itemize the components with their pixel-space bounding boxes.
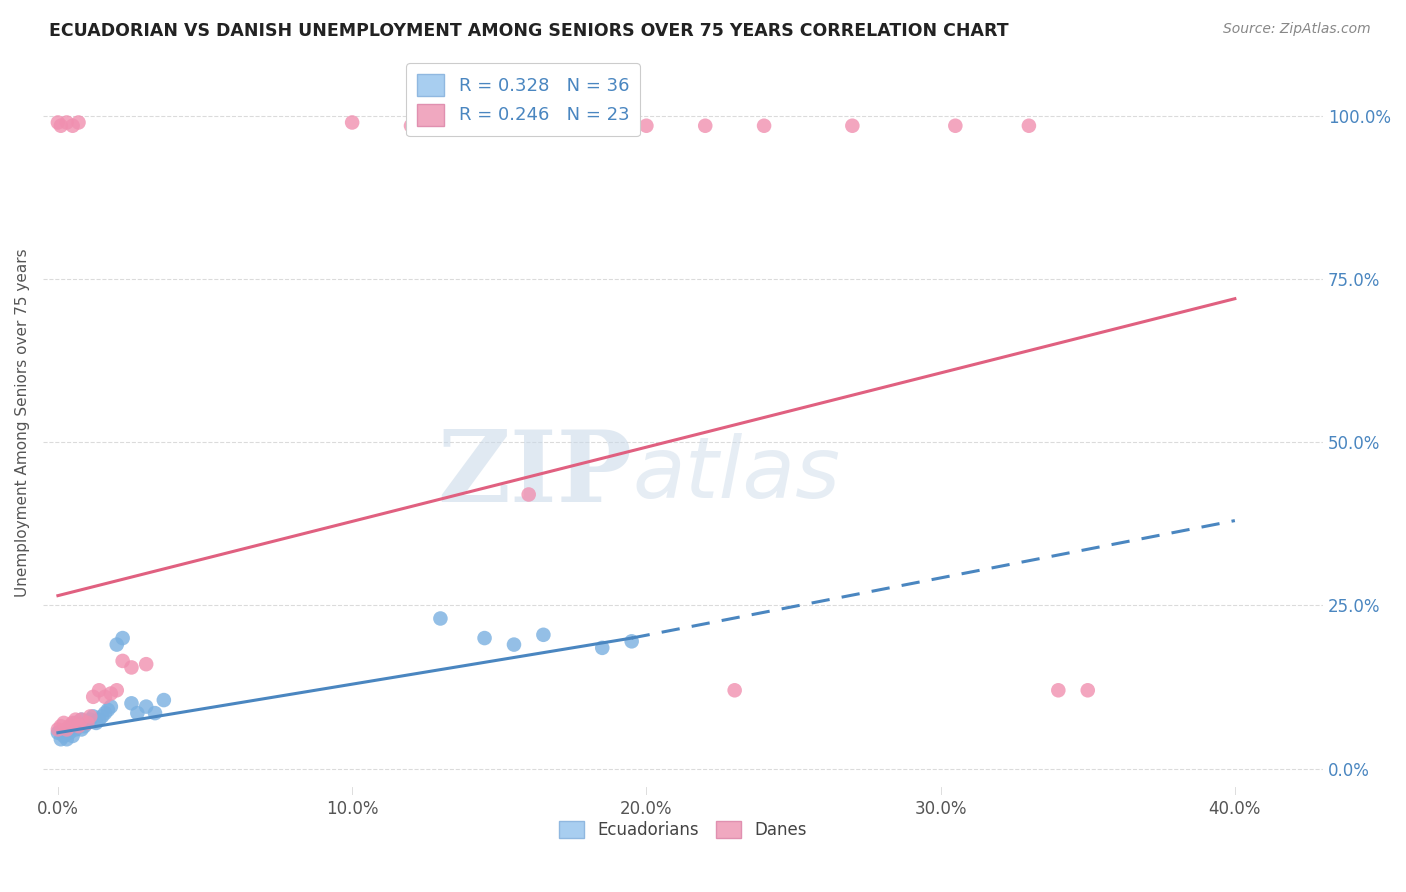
Point [503,638,526,652]
Point [59,719,82,733]
Point [82,690,104,704]
Point [97,703,120,717]
Y-axis label: Unemployment Among Seniors over 75 years: Unemployment Among Seniors over 75 years [15,248,30,597]
Point [127,706,149,720]
Point [121,696,143,710]
Point [143,706,166,720]
Point [49,719,72,733]
Point [1047,683,1070,698]
Point [752,119,775,133]
Point [49,119,72,133]
Point [55,732,77,747]
Point [70,713,93,727]
Point [59,725,82,739]
Point [105,683,128,698]
Point [62,119,84,133]
Point [841,119,863,133]
Point [94,690,117,704]
Point [94,706,117,720]
Point [67,719,90,733]
Point [591,640,613,655]
Point [121,660,143,674]
Point [84,715,107,730]
Point [79,713,101,727]
Point [100,687,122,701]
Point [943,119,966,133]
Point [105,638,128,652]
Point [76,715,98,730]
Point [70,723,93,737]
Point [62,715,84,730]
Point [91,709,114,723]
Point [62,729,84,743]
Point [399,119,422,133]
Point [79,709,101,723]
Point [73,719,96,733]
Point [65,715,87,730]
Point [153,693,176,707]
Text: atlas: atlas [631,434,839,516]
Point [55,115,77,129]
Point [340,115,363,129]
Point [46,725,69,739]
Point [100,699,122,714]
Point [458,119,481,133]
Point [87,683,110,698]
Legend: Ecuadorians, Danes: Ecuadorians, Danes [553,814,814,846]
Point [55,723,77,737]
Point [65,713,87,727]
Point [67,115,90,129]
Point [1018,119,1040,133]
Point [59,723,82,737]
Text: ZIP: ZIP [437,426,631,524]
Point [87,713,110,727]
Point [52,729,75,743]
Text: Source: ZipAtlas.com: Source: ZipAtlas.com [1223,22,1371,37]
Point [76,715,98,730]
Point [531,628,554,642]
Point [46,115,69,129]
Point [517,487,540,501]
Point [70,713,93,727]
Point [1077,683,1099,698]
Point [65,723,87,737]
Point [724,683,747,698]
Point [135,657,157,672]
Point [67,719,90,733]
Point [82,709,104,723]
Point [49,732,72,747]
Point [620,634,643,648]
Text: ECUADORIAN VS DANISH UNEMPLOYMENT AMONG SENIORS OVER 75 YEARS CORRELATION CHART: ECUADORIAN VS DANISH UNEMPLOYMENT AMONG … [49,22,1010,40]
Point [62,719,84,733]
Point [52,715,75,730]
Point [636,119,658,133]
Point [46,723,69,737]
Point [111,631,134,645]
Point [474,631,496,645]
Point [695,119,717,133]
Point [429,611,451,625]
Point [111,654,134,668]
Point [135,699,157,714]
